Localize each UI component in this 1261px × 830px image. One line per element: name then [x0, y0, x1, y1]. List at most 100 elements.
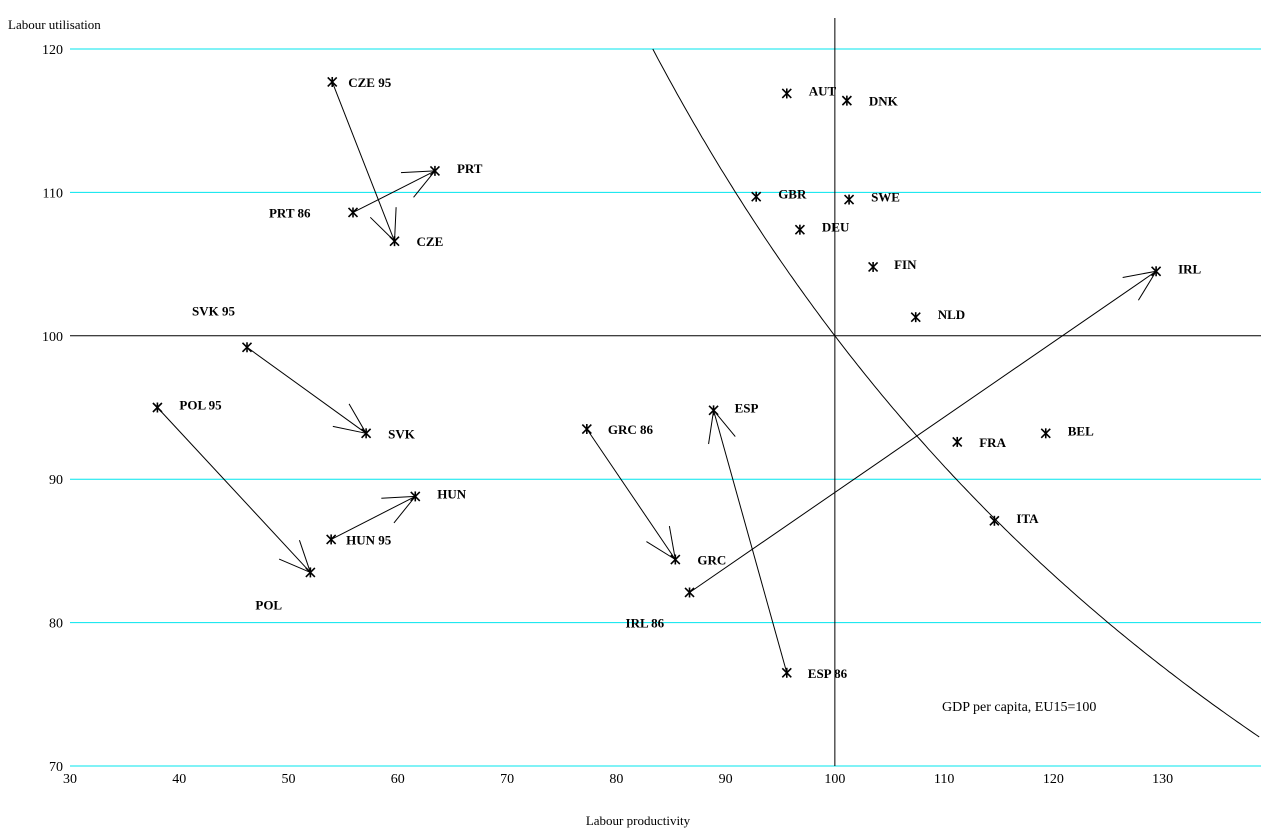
point-label: NLD [938, 307, 965, 322]
x-tick-label: 50 [282, 772, 296, 787]
point-label: PRT 86 [269, 205, 311, 220]
axis-ticks: 70 80 90 100 110 120 30 40 50 60 70 80 90 100 110 120 13… [42, 43, 1173, 787]
point-label: DNK [869, 94, 899, 109]
point-dnk: DNK [841, 94, 899, 109]
point-label: ESP [735, 400, 759, 415]
y-tick-label: 110 [43, 186, 63, 201]
point-label: POL 95 [179, 398, 222, 413]
arrowhead-grc-86-1 [668, 525, 676, 560]
point-cze-95: CZE 95 [327, 75, 392, 90]
points: CZE 95 CZE PRT 86 PRT SVK 95 SVK POL 95 POL HUN … [152, 75, 1202, 681]
point-label: SVK 95 [192, 303, 235, 318]
point-label: FIN [894, 257, 917, 272]
arrowhead-grc-86-0 [646, 541, 676, 560]
x-tick-label: 80 [609, 772, 623, 787]
point-fin: FIN [868, 257, 917, 273]
y-tick-label: 90 [49, 473, 63, 488]
arrowhead-esp-86-1 [708, 410, 715, 445]
point-label: GBR [778, 187, 807, 202]
point-prt-86: PRT 86 [269, 205, 359, 220]
x-tick-label: 90 [719, 772, 733, 787]
arrowhead-pol-95-0 [278, 558, 311, 573]
point-deu: DEU [794, 220, 850, 235]
point-hun-95: HUN 95 [326, 532, 392, 547]
point-prt: PRT [429, 161, 483, 176]
point-ita: ITA [989, 511, 1039, 526]
y-tick-label: 80 [49, 617, 63, 632]
point-label: ESP 86 [808, 666, 848, 681]
point-label: CZE 95 [348, 75, 391, 90]
point-label: SWE [871, 190, 900, 205]
point-swe: SWE [844, 190, 900, 205]
x-tick-label: 60 [391, 772, 405, 787]
reference-lines [70, 18, 1261, 766]
point-label: AUT [809, 83, 837, 98]
point-hun: HUN [410, 486, 467, 502]
point-grc: GRC [670, 553, 726, 568]
point-nld: NLD [910, 307, 965, 323]
point-gbr: GBR [751, 187, 807, 202]
arrow-shaft-prt-86 [352, 170, 436, 213]
point-label: DEU [822, 220, 850, 235]
point-label: HUN 95 [346, 532, 392, 547]
arrows [157, 81, 1157, 673]
y-tick-label: 70 [49, 760, 63, 775]
point-irl-86: IRL 86 [626, 587, 695, 630]
arrow-shaft-pol-95 [157, 407, 311, 573]
x-tick-label: 120 [1043, 772, 1064, 787]
point-label: IRL 86 [626, 615, 665, 630]
grid-lines [70, 48, 1261, 767]
x-axis-label: Labour productivity [586, 813, 691, 828]
point-aut: AUT [781, 83, 837, 99]
point-cze: CZE [389, 234, 444, 249]
y-tick-label: 120 [42, 43, 63, 58]
arrowhead-svk-95-1 [348, 403, 367, 434]
point-label: PRT [457, 161, 483, 176]
arrowhead-hun-95-1 [381, 495, 416, 499]
point-svk-95: SVK 95 [192, 303, 253, 353]
arrowhead-irl-86-0 [1137, 271, 1157, 301]
arrow-shaft-hun-95 [330, 495, 416, 540]
point-fra: FRA [952, 435, 1007, 450]
x-tick-label: 70 [500, 772, 514, 787]
x-tick-label: 130 [1152, 772, 1173, 787]
point-esp: ESP [708, 400, 759, 416]
point-pol-95: POL 95 [152, 398, 222, 413]
y-axis-label: Labour utilisation [8, 17, 101, 32]
point-pol: POL [255, 567, 316, 612]
x-tick-label: 110 [934, 772, 954, 787]
arrowhead-svk-95-0 [332, 425, 367, 434]
x-tick-label: 30 [63, 772, 77, 787]
point-irl: IRL [1151, 261, 1202, 277]
point-label: CZE [417, 234, 444, 249]
iso-gdp-curve [652, 48, 1260, 738]
point-bel: BEL [1040, 423, 1094, 439]
arrow-shaft-irl-86 [689, 270, 1157, 593]
point-label: IRL [1178, 261, 1201, 276]
point-label: POL [255, 597, 282, 612]
point-esp-86: ESP 86 [781, 666, 848, 681]
arrowhead-prt-86-1 [400, 170, 435, 174]
arrowhead-irl-86-1 [1122, 270, 1157, 278]
point-svk: SVK [361, 426, 416, 441]
point-label: SVK [388, 426, 416, 441]
point-label: FRA [979, 435, 1006, 450]
arrow-shaft-cze-95 [331, 81, 395, 242]
point-grc-86: GRC 86 [581, 422, 654, 437]
point-label: GRC 86 [608, 422, 654, 437]
arrow-shaft-svk-95 [246, 346, 367, 434]
arrowhead-pol-95-1 [298, 540, 311, 573]
x-tick-label: 40 [172, 772, 186, 787]
curve-annotation: GDP per capita, EU15=100 [942, 700, 1096, 715]
arrowhead-cze-95-1 [394, 207, 397, 242]
iso-gdp-curve-path [652, 48, 1260, 738]
point-label: GRC [697, 553, 726, 568]
y-tick-label: 100 [42, 330, 63, 345]
point-label: HUN [437, 486, 467, 501]
arrow-shaft-grc-86 [586, 428, 676, 560]
point-label: BEL [1068, 423, 1094, 438]
arrow-shaft-esp-86 [713, 410, 788, 673]
point-label: ITA [1016, 511, 1039, 526]
x-tick-label: 100 [824, 772, 845, 787]
